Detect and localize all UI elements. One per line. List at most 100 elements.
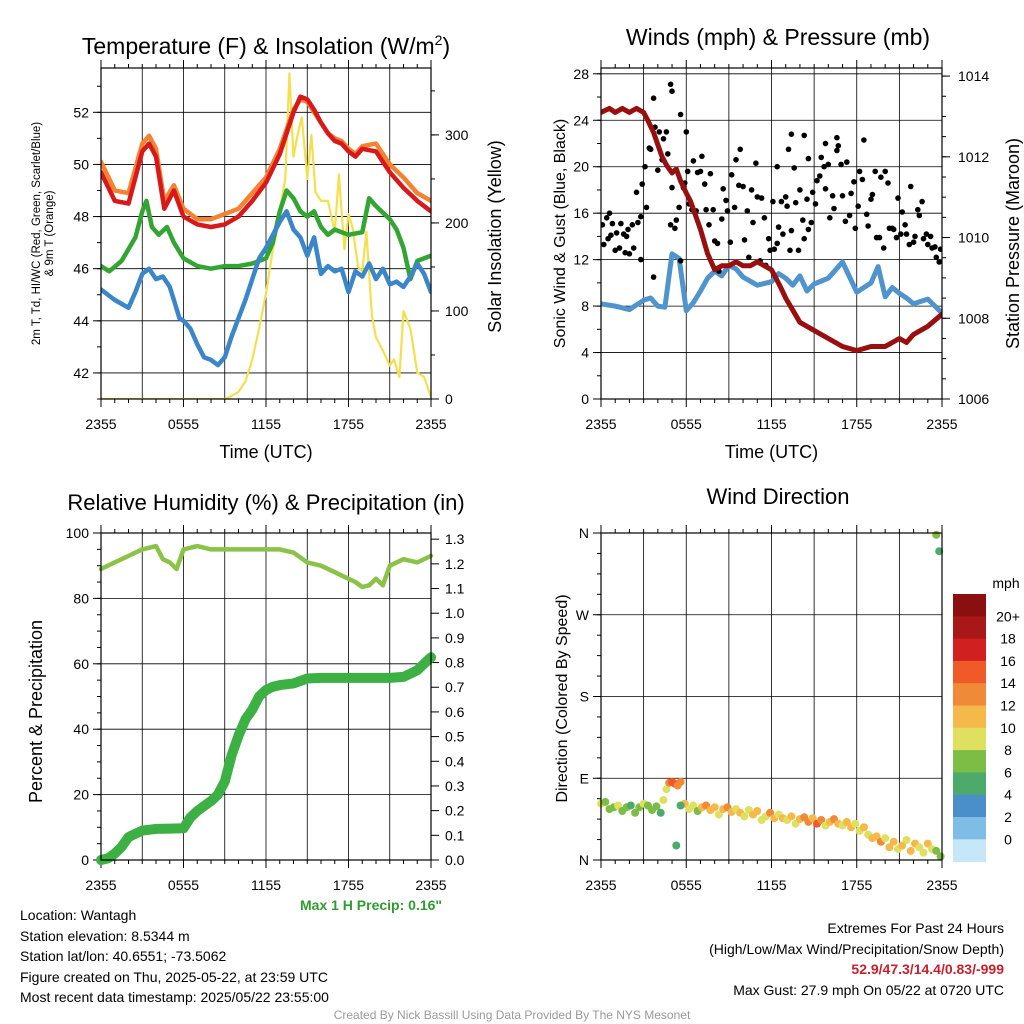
gust-point: [812, 201, 819, 207]
plot-border: [600, 532, 943, 861]
x-tick-label: 1755: [333, 416, 364, 432]
precipitation-line: [96, 652, 436, 865]
gust-point: [835, 143, 842, 149]
direction-point: [885, 843, 894, 852]
series-group: [96, 543, 436, 865]
y-tick-label: 50: [73, 156, 89, 172]
direction-point: [808, 814, 817, 823]
colorbar-level-label: 12: [1000, 698, 1016, 714]
gust-point: [937, 246, 942, 252]
y2-tick-label: 1.0: [445, 605, 465, 621]
gust-point: [839, 193, 846, 199]
gust-point: [663, 129, 670, 135]
direction-point: [935, 547, 944, 556]
gust-point: [723, 197, 729, 204]
gust-point: [676, 204, 682, 211]
y2-tick-label: 1.1: [445, 581, 465, 597]
y-tick-label: W: [576, 607, 590, 623]
y-axis-label: & 9m T (Orange): [44, 190, 56, 276]
gust-point: [758, 195, 765, 201]
gust-point: [650, 274, 657, 280]
elevation-text: Station elevation: 8.5344 m: [20, 927, 190, 944]
colorbar-cell: [953, 683, 986, 706]
colorbar-level-label: 14: [1000, 675, 1016, 691]
gust-point: [626, 251, 633, 257]
gust-point: [919, 198, 925, 205]
direction-point: [787, 812, 796, 821]
y2-tick-label: 0.3: [445, 778, 465, 794]
x-tick-label: 2355: [585, 877, 616, 893]
gust-point: [660, 136, 667, 142]
x-tick-label: 0555: [671, 416, 702, 432]
gust-point: [907, 183, 914, 190]
gust-point: [848, 190, 854, 197]
gust-point: [643, 204, 650, 211]
gust-point: [613, 230, 620, 236]
series-line: [101, 94, 431, 230]
temperature-chart: 2355 0555 1155 1755 2355 Temperature (F) & In…: [31, 32, 505, 462]
colorbar-cell: [953, 638, 986, 662]
station-info: Location: Wantagh Station elevation: 8.5…: [20, 905, 329, 1008]
x-tick-label: 2355: [926, 416, 957, 432]
direction-point: [842, 817, 851, 826]
y-axis-label-group: Direction (Colored By Speed): [554, 594, 571, 802]
gust-point: [603, 215, 610, 221]
chart-title: Temperature (F) & Insolation (W/m2): [82, 32, 450, 59]
gust-point: [859, 176, 866, 183]
series-group: [601, 81, 942, 354]
gust-point: [855, 203, 861, 209]
gust-point: [868, 196, 874, 202]
gust-point: [775, 224, 782, 230]
gust-point: [608, 232, 614, 238]
y-tick-label: 40: [73, 721, 89, 737]
gust-point: [601, 241, 607, 248]
latlon-text: Station lat/lon: 40.6551; -73.5062: [20, 948, 227, 964]
gust-point: [808, 219, 815, 226]
direction-point: [766, 808, 775, 817]
created-text: Figure created on Thu, 2025-05-22, at 23…: [20, 968, 328, 985]
colorbar-level-label: 20+: [996, 608, 1020, 624]
gust-point: [872, 168, 878, 175]
direction-point: [936, 852, 945, 861]
direction-points: [597, 530, 945, 861]
y-tick-label: 0: [81, 852, 89, 868]
colorbar-level-label: 4: [1004, 787, 1012, 803]
gust-point: [932, 244, 938, 250]
gust-point: [754, 194, 761, 200]
y-axis-label: Percent & Precipitation: [26, 620, 46, 803]
x-tick-label: 0555: [671, 877, 702, 893]
gust-point: [787, 247, 793, 254]
gust-point: [767, 247, 773, 254]
direction-point: [923, 839, 932, 848]
gust-point: [902, 222, 908, 228]
gust-point: [677, 111, 684, 118]
gust-point: [706, 222, 712, 228]
gust-point: [684, 168, 691, 175]
gust-point: [933, 254, 940, 261]
y-axis-label: Direction (Colored By Speed): [554, 594, 571, 802]
colorbar-level-label: 10: [1000, 720, 1016, 736]
y-axis-label: Sonic Wind & Gust (Blue, Black): [552, 119, 569, 348]
gust-point: [801, 132, 807, 139]
gust-point: [792, 199, 799, 206]
direction-point: [676, 777, 685, 786]
gust-point: [925, 241, 931, 248]
y-tick-label: 20: [573, 159, 589, 175]
y2-axis-label-group: Solar Insolation (Yellow): [485, 140, 505, 332]
gust-point: [890, 226, 897, 233]
direction-point: [656, 808, 665, 817]
y-tick-label: 80: [73, 590, 89, 606]
y2-tick-label: 1006: [958, 391, 989, 407]
colorbar-cell: [953, 594, 986, 617]
colorbar-level-label: 0: [1004, 831, 1012, 847]
plot-border: [100, 532, 432, 861]
gust-point: [780, 231, 786, 237]
gust-point: [622, 249, 628, 256]
y-tick-label: 0: [581, 391, 589, 407]
gust-point: [612, 247, 618, 254]
gust-point: [829, 193, 836, 199]
y2-tick-label: 1014: [958, 68, 989, 84]
gust-point: [697, 168, 704, 175]
y-tick-label: 48: [73, 209, 89, 225]
gust-point: [778, 198, 785, 205]
